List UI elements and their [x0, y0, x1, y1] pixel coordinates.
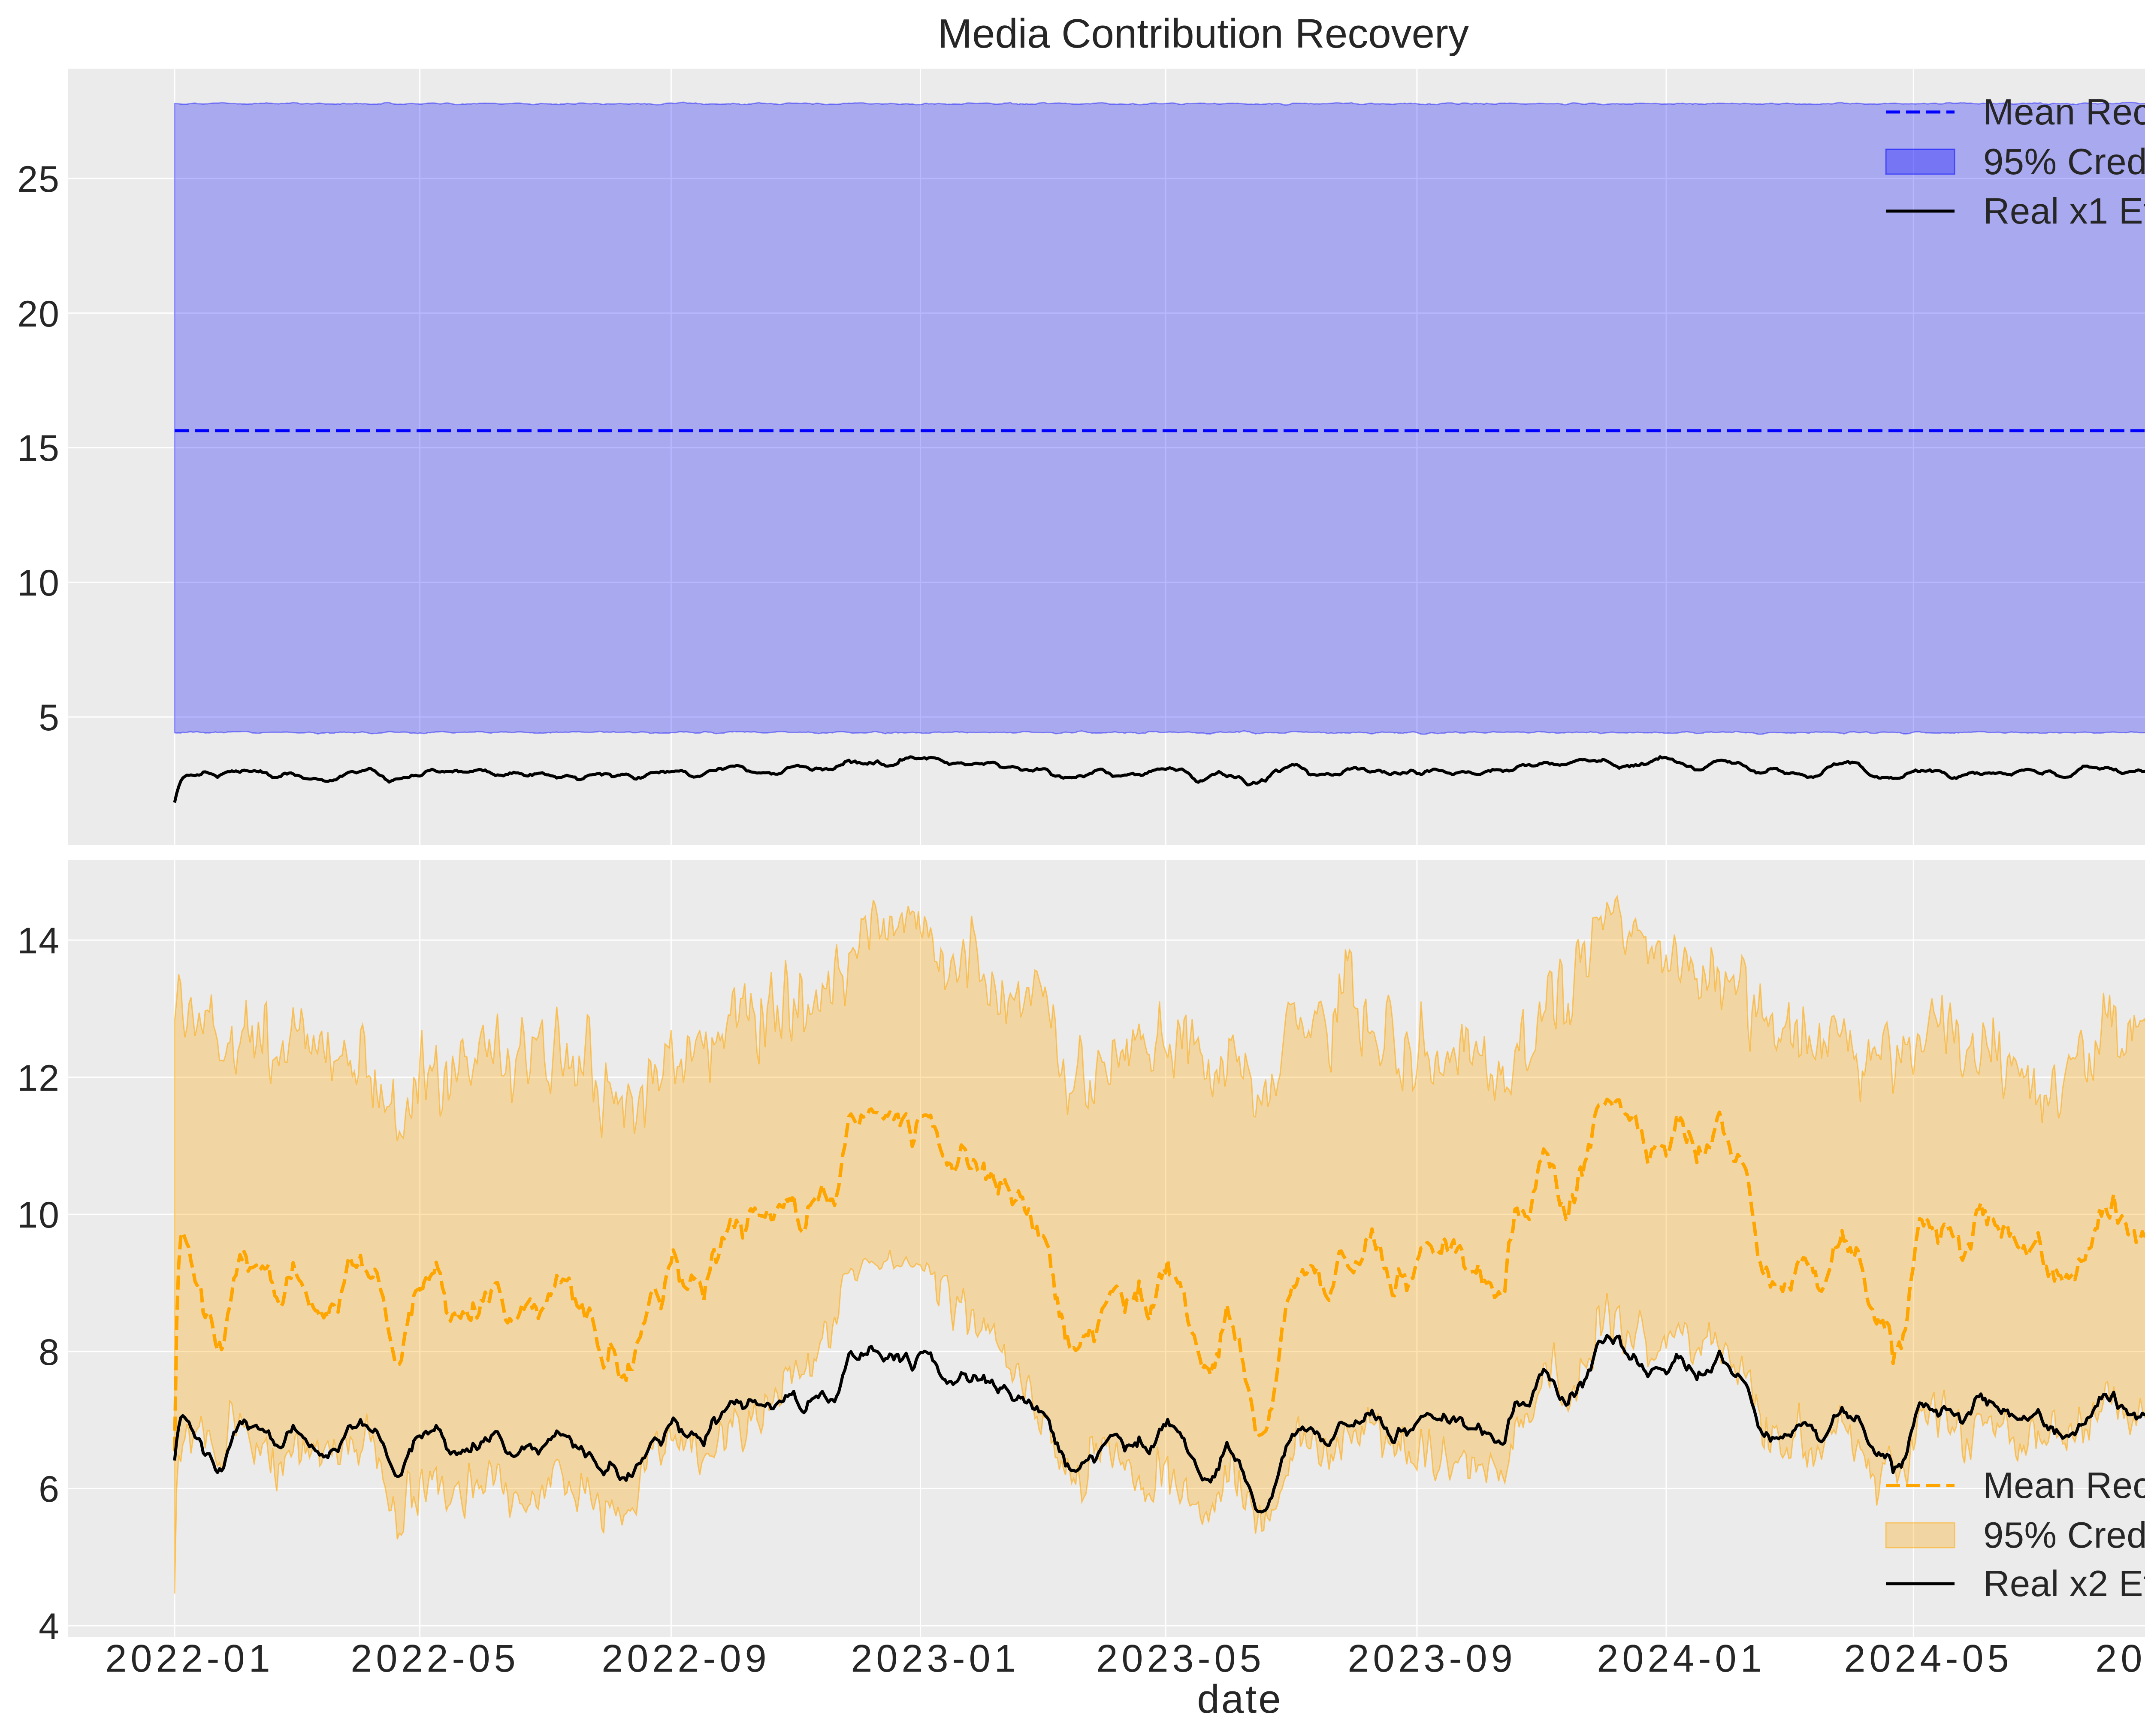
svg-text:Media Contribution Recovery: Media Contribution Recovery: [938, 11, 1469, 57]
svg-text:5: 5: [39, 697, 60, 738]
svg-text:2022-05: 2022-05: [350, 1637, 519, 1680]
svg-text:2023-01: 2023-01: [851, 1637, 1019, 1680]
svg-text:95% Credible Interval: 95% Credible Interval: [1983, 1515, 2145, 1556]
svg-text:2024-05: 2024-05: [1844, 1637, 2012, 1680]
svg-text:Mean Recover x2 Effect: Mean Recover x2 Effect: [1983, 1465, 2145, 1506]
svg-text:25: 25: [17, 159, 60, 200]
svg-text:2024-09: 2024-09: [2095, 1637, 2145, 1680]
svg-text:14: 14: [17, 920, 60, 962]
svg-text:6: 6: [39, 1469, 60, 1510]
svg-text:2022-09: 2022-09: [601, 1637, 770, 1680]
svg-text:Real x2 Effect: Real x2 Effect: [1983, 1564, 2145, 1604]
svg-text:2022-01: 2022-01: [105, 1637, 274, 1680]
svg-text:2024-01: 2024-01: [1597, 1637, 1765, 1680]
svg-text:date: date: [1197, 1676, 1283, 1721]
svg-text:15: 15: [17, 428, 60, 469]
svg-text:2023-09: 2023-09: [1347, 1637, 1516, 1680]
svg-text:10: 10: [17, 563, 60, 604]
svg-text:10: 10: [17, 1195, 60, 1236]
svg-text:2023-05: 2023-05: [1096, 1637, 1265, 1680]
svg-text:8: 8: [39, 1332, 60, 1373]
svg-text:12: 12: [17, 1058, 60, 1099]
svg-text:4: 4: [39, 1606, 60, 1647]
svg-text:Mean Recover x1 Effect: Mean Recover x1 Effect: [1983, 92, 2145, 133]
svg-text:95% Credible Interval: 95% Credible Interval: [1983, 142, 2145, 182]
svg-text:20: 20: [17, 293, 60, 335]
svg-text:Real x1 Effect: Real x1 Effect: [1983, 191, 2145, 232]
